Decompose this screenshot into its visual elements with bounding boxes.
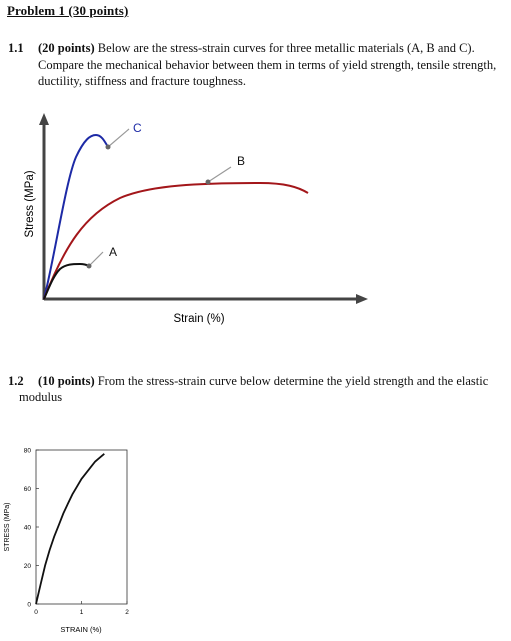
question-1-1-line-3: ductility, stiffness and fracture toughn… bbox=[38, 74, 246, 88]
problem-title: Problem 1 (30 points) bbox=[7, 3, 129, 18]
x-axis-title: Strain (%) bbox=[173, 313, 224, 325]
y-tick-label: 60 bbox=[24, 486, 32, 493]
y-tick-label: 20 bbox=[24, 563, 32, 570]
y-axis-title: Stress (MPa) bbox=[24, 170, 36, 237]
question-1-2-line-2: modulus bbox=[19, 390, 63, 404]
x-axis-arrow bbox=[356, 294, 368, 304]
stress-strain-chart-abc: C B A Strain (%) Stress (MPa) bbox=[24, 113, 368, 325]
question-1-1-line-2: Compare the mechanical behavior between … bbox=[38, 57, 497, 72]
curve-b-label: B bbox=[237, 154, 245, 168]
curve-a-label: A bbox=[109, 245, 117, 259]
plot-frame bbox=[35, 449, 128, 605]
question-1-1-points: (20 points) bbox=[38, 41, 95, 55]
question-1-1-text: (20 points) Below are the stress-strain … bbox=[38, 40, 508, 90]
curve-a bbox=[43, 262, 90, 300]
y-tick-label: 80 bbox=[24, 448, 32, 455]
question-1-1-number: 1.1 bbox=[8, 41, 24, 55]
y-tick-label: 0 bbox=[27, 602, 31, 609]
y-tick-label: 40 bbox=[24, 525, 32, 532]
question-1-2-text: (10 points) From the stress-strain curve… bbox=[38, 373, 508, 390]
chart2-y-axis-title: STRESS (MPa) bbox=[4, 502, 11, 551]
curve-a-marker bbox=[86, 263, 92, 269]
stress-strain-chart-quantitative: 0 20 40 60 80 0 1 2 STRAIN (%) STRESS (MPa) bbox=[4, 448, 129, 635]
stress-strain-curve bbox=[35, 453, 105, 605]
curve-b bbox=[43, 181, 309, 300]
curve-c-leader bbox=[107, 128, 130, 148]
question-1-2-number: 1.2 bbox=[8, 374, 24, 388]
chart2-x-axis-title: STRAIN (%) bbox=[60, 625, 102, 634]
question-1-2-line-1: From the stress-strain curve below deter… bbox=[97, 374, 489, 388]
x-tick-label: 1 bbox=[80, 609, 84, 616]
x-tick-label: 2 bbox=[125, 609, 129, 616]
y-axis-arrow bbox=[39, 113, 49, 125]
x-tick-label: 0 bbox=[34, 609, 38, 616]
curve-b-marker bbox=[205, 179, 211, 185]
question-1-2-points: (10 points) bbox=[38, 374, 95, 388]
curve-c-marker bbox=[105, 144, 111, 150]
curve-c bbox=[43, 133, 109, 300]
question-1-1-line-1: Below are the stress-strain curves for t… bbox=[97, 41, 475, 55]
curve-c-label: C bbox=[133, 121, 142, 135]
curve-a-leader bbox=[88, 251, 104, 267]
curve-b-leader bbox=[207, 166, 232, 183]
